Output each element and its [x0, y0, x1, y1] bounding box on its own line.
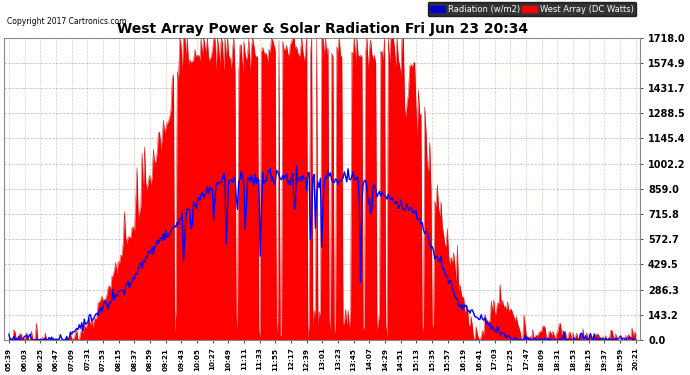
Text: Copyright 2017 Cartronics.com: Copyright 2017 Cartronics.com — [7, 17, 126, 26]
Title: West Array Power & Solar Radiation Fri Jun 23 20:34: West Array Power & Solar Radiation Fri J… — [117, 22, 528, 36]
Legend: Radiation (w/m2), West Array (DC Watts): Radiation (w/m2), West Array (DC Watts) — [428, 2, 636, 16]
